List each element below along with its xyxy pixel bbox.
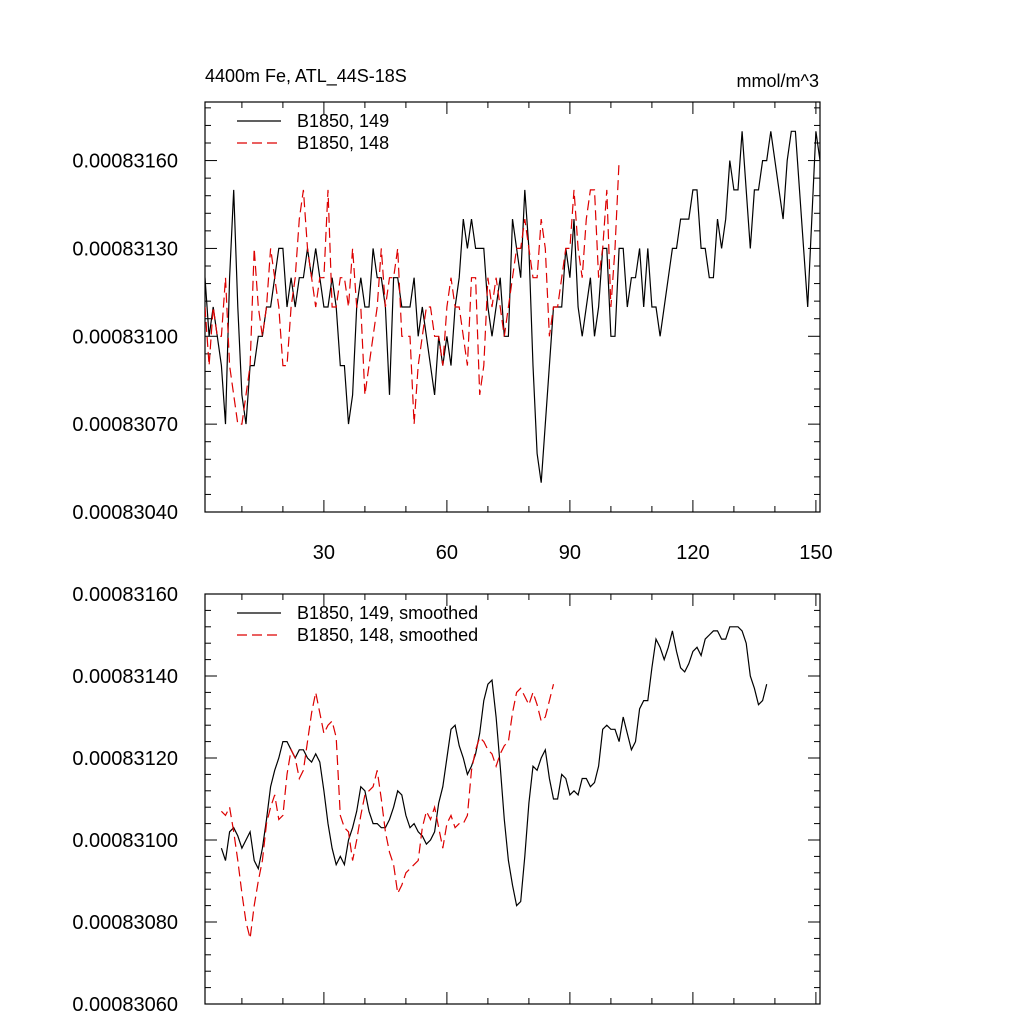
plot-frame — [204, 593, 821, 1005]
y-tick-label: 0.00083160 — [72, 151, 178, 173]
legend-label: B1850, 148 — [297, 133, 389, 153]
series-line-1 — [220, 626, 768, 907]
series-line-2 — [205, 160, 620, 425]
x-tick-label: 150 — [799, 542, 832, 564]
y-tick-label: 0.00083040 — [72, 502, 178, 524]
x-tick-label: 120 — [676, 542, 709, 564]
y-tick-label: 0.00083140 — [72, 666, 178, 688]
y-tick-label: 0.00083070 — [72, 414, 178, 436]
chart-title: 4400m Fe, ATL_44S-18S — [205, 66, 407, 87]
y-tick-label: 0.00083100 — [72, 830, 178, 852]
plot-frame — [204, 101, 821, 513]
x-tick-label: 60 — [436, 542, 458, 564]
units-label: mmol/m^3 — [737, 71, 819, 91]
legend-label: B1850, 149 — [297, 111, 389, 131]
series-line-2 — [220, 684, 555, 939]
y-tick-label: 0.00083080 — [72, 912, 178, 934]
y-tick-label: 0.00083130 — [72, 238, 178, 260]
y-tick-label: 0.00083060 — [72, 994, 178, 1016]
y-tick-label: 0.00083160 — [72, 584, 178, 606]
legend-label: B1850, 148, smoothed — [297, 625, 478, 645]
x-tick-label: 30 — [313, 542, 335, 564]
series-line-1 — [205, 130, 820, 483]
y-tick-label: 0.00083120 — [72, 748, 178, 770]
chart-panel-1: 30 60 90 120 150 0.00083040 0.00083070 0.000831… — [72, 66, 832, 564]
x-tick-label: 90 — [559, 542, 581, 564]
y-tick-label: 0.00083100 — [72, 326, 178, 348]
chart-panel-2: 0.00083060 0.00083080 0.00083100 0.00083120… — [72, 584, 821, 1016]
legend-label: B1850, 149, smoothed — [297, 603, 478, 623]
